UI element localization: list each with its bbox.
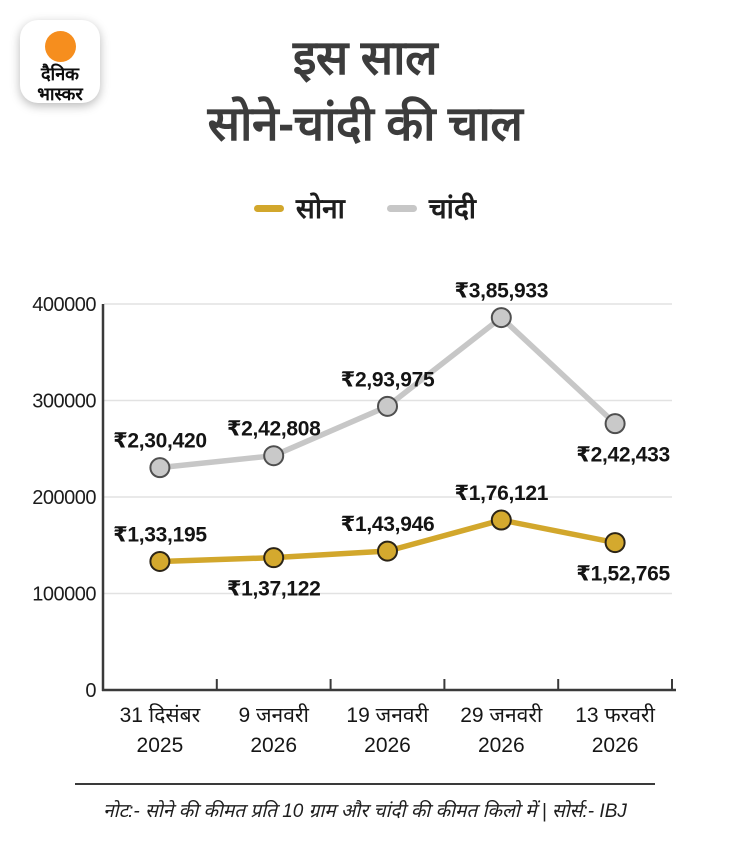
gold-data-point (149, 550, 171, 572)
x-axis-category-label: 13 फरवरी 2026 (575, 703, 655, 757)
x-axis-category-label: 29 जनवरी 2026 (460, 703, 543, 757)
logo-text-line2: भास्कर (37, 84, 83, 104)
footer-note: नोट:- सोने की कीमत प्रति 10 ग्राम और चां… (103, 801, 627, 822)
gold-data-label: ₹1,43,946 (341, 513, 435, 536)
silver-series-swatch-icon (386, 204, 417, 212)
x-axis-category-label: 19 जनवरी 2026 (346, 703, 429, 757)
gold-data-label: ₹1,37,122 (227, 578, 321, 601)
x-axis-category-label: 9 जनवरी 2026 (238, 703, 309, 757)
silver-data-point (263, 445, 285, 467)
silver-series-line (157, 314, 618, 471)
gold-data-point (490, 509, 512, 531)
silver-data-point (604, 413, 626, 435)
gold-data-label: ₹1,52,765 (576, 563, 670, 586)
footer-divider (75, 783, 655, 785)
silver-data-label: ₹2,42,433 (576, 444, 670, 467)
gold-series-swatch-icon (253, 204, 284, 212)
legend-label-silver: चांदी (428, 193, 477, 224)
gold-data-point (263, 547, 285, 569)
gold-data-label: ₹1,76,121 (454, 482, 548, 505)
silver-data-label: ₹2,30,420 (113, 430, 207, 453)
y-axis-tick-label: 0 (85, 680, 96, 702)
page-title-line2: सोने-चांदी की चाल (207, 98, 523, 151)
legend-item-gold: सोना (253, 189, 345, 227)
x-axis-category-label: 31 दिसंबर 2025 (120, 703, 201, 757)
y-axis-tick-label: 300000 (32, 391, 96, 413)
silver-data-point (377, 395, 398, 417)
silver-data-label: ₹2,93,975 (341, 368, 435, 391)
silver-data-point (490, 307, 512, 329)
silver-data-label: ₹3,85,933 (454, 280, 548, 303)
dainik-bhaskar-logo: दैनिक भास्कर (20, 20, 100, 104)
gold-data-point (377, 540, 398, 562)
legend-label-gold: सोना (295, 193, 345, 224)
legend: सोना चांदी (0, 190, 730, 226)
logo-text-line1: दैनिक (40, 64, 80, 84)
gold-data-label: ₹1,33,195 (113, 523, 207, 546)
y-axis-tick-label: 100000 (32, 584, 96, 606)
silver-data-label: ₹2,42,808 (227, 418, 321, 441)
page-title-line1: इस साल (292, 32, 438, 85)
y-axis-tick-label: 200000 (32, 487, 96, 509)
logo-sun-icon (44, 31, 76, 62)
silver-data-point (149, 457, 171, 479)
gold-data-point (604, 532, 626, 554)
legend-item-silver: चांदी (386, 189, 477, 227)
y-axis-tick-label: 400000 (32, 294, 96, 316)
page-title: इस साल सोने-चांदी की चाल (0, 26, 730, 158)
